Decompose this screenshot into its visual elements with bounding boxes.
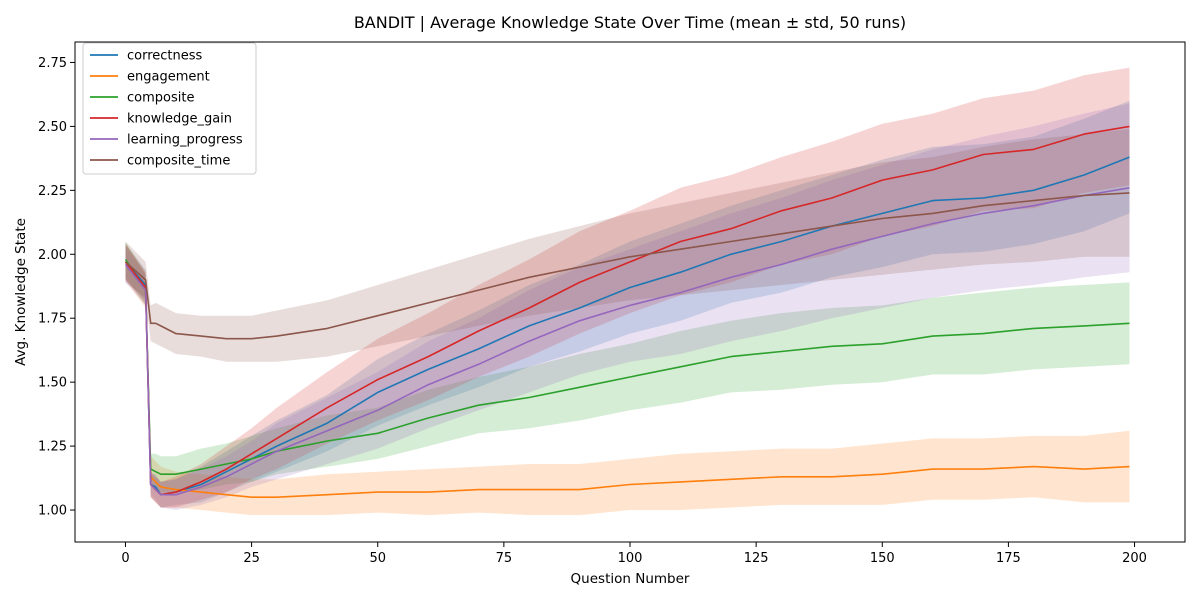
y-tick-label: 1.25 (38, 440, 67, 455)
x-tick-label: 25 (243, 551, 260, 566)
y-axis-ticks: 1.00 1.25 1.50 1.75 2.00 2.25 2.50 2.75 (38, 56, 75, 519)
x-tick-label: 0 (121, 551, 129, 566)
chart-title: BANDIT | Average Knowledge State Over Ti… (354, 13, 906, 32)
series-line-composite (124, 258, 1130, 476)
x-tick-label: 100 (618, 551, 643, 566)
band-knowledge_gain (125, 67, 1130, 508)
y-tick-label: 2.25 (38, 184, 67, 199)
band-correctness (125, 100, 1130, 508)
y-tick-label: 2.00 (38, 248, 67, 263)
x-tick-label: 75 (496, 551, 513, 566)
legend-label-correctness: correctness (127, 49, 203, 64)
x-axis-label: Question Number (571, 571, 690, 587)
x-tick-label: 150 (870, 551, 895, 566)
series-line-engagement (124, 261, 1130, 499)
band-composite (125, 241, 1130, 493)
legend-label-composite_time: composite_time (127, 154, 230, 169)
y-tick-label: 1.00 (38, 504, 67, 519)
legend-label-learning_progress: learning_progress (127, 133, 243, 148)
mean-lines (124, 125, 1130, 499)
y-tick-label: 2.50 (38, 120, 67, 135)
x-tick-label: 125 (744, 551, 769, 566)
band-composite_time (125, 129, 1130, 362)
x-tick-label: 200 (1122, 551, 1147, 566)
legend: correctness engagement composite knowledge_… (82, 42, 257, 175)
x-tick-label: 175 (996, 551, 1021, 566)
legend-label-composite: composite (127, 91, 194, 106)
legend-label-knowledge_gain: knowledge_gain (127, 112, 232, 127)
y-tick-label: 1.75 (38, 312, 67, 327)
y-tick-label: 2.75 (38, 56, 67, 71)
series-line-composite_time (124, 192, 1130, 340)
legend-label-engagement: engagement (127, 70, 210, 85)
x-tick-label: 50 (369, 551, 386, 566)
band-engagement (125, 244, 1130, 516)
series-line-learning_progress (124, 187, 1130, 496)
y-axis-label: Avg. Knowledge State (13, 218, 29, 366)
x-axis-ticks: 0 25 50 75 100 125 150 175 200 (121, 542, 1147, 566)
std-bands (125, 67, 1130, 516)
series-line-knowledge_gain (124, 125, 1130, 496)
legend-box (82, 42, 257, 175)
y-tick-label: 1.50 (38, 376, 67, 391)
